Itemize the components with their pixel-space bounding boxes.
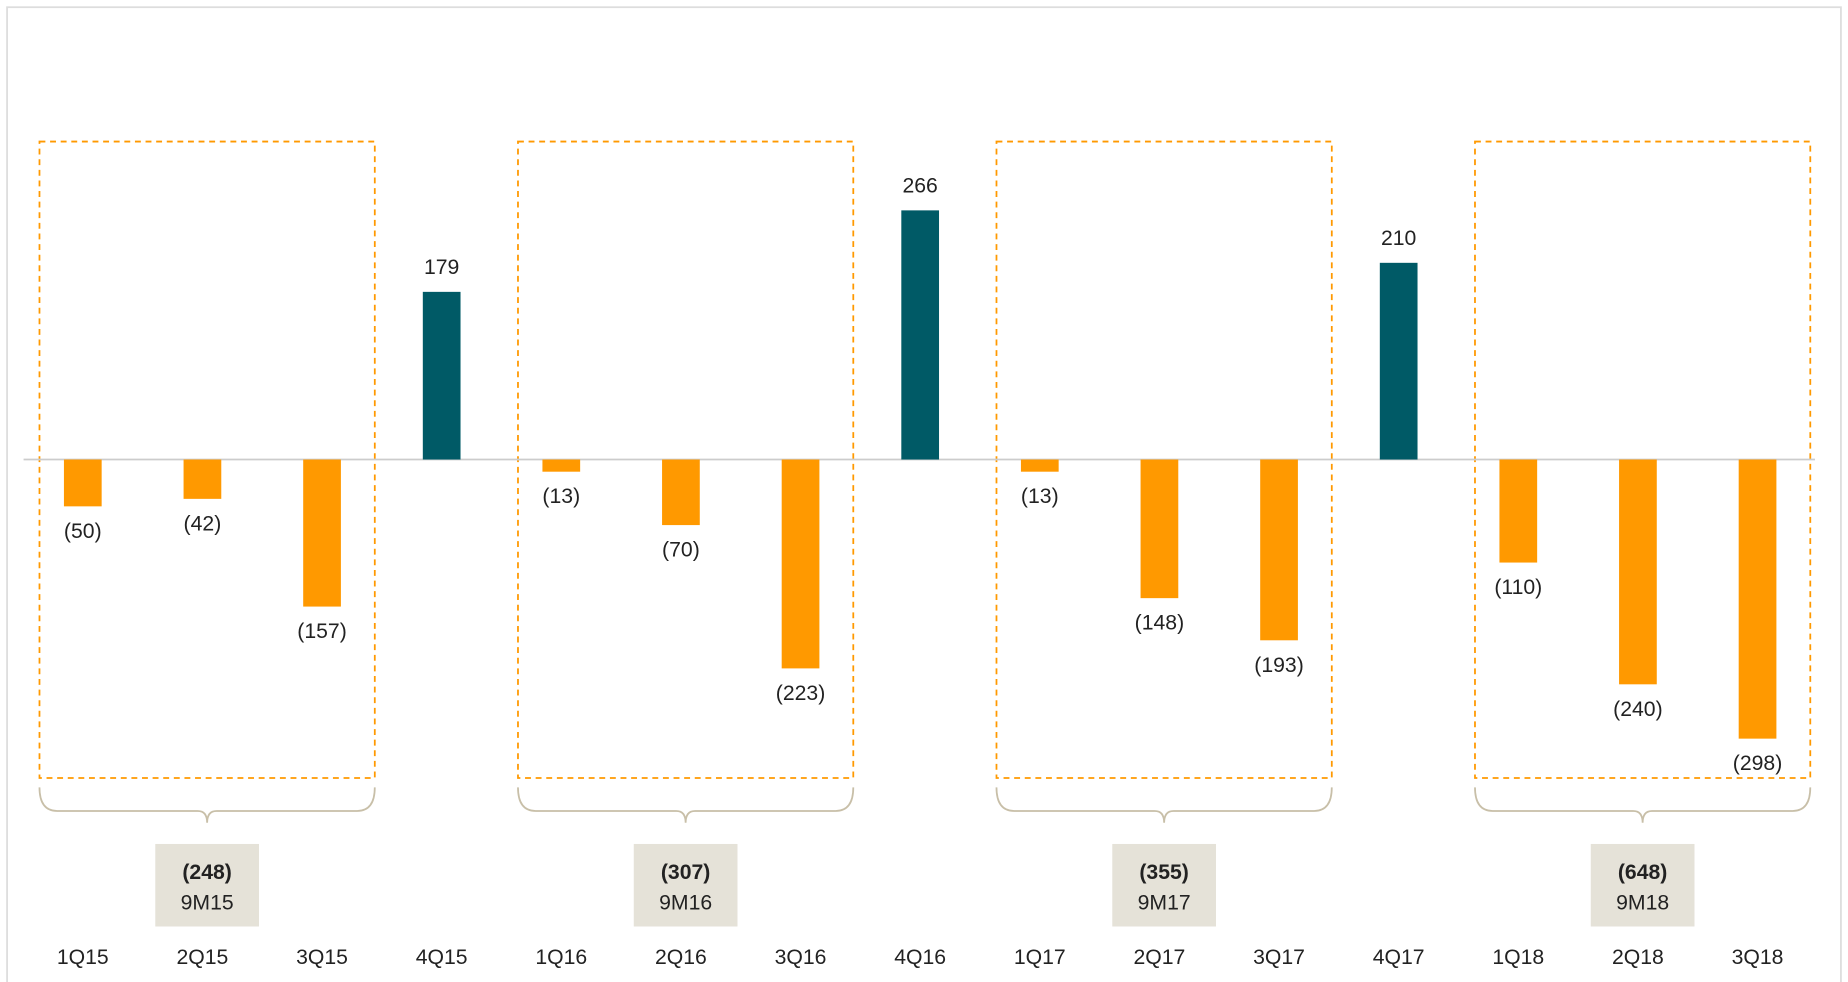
- bar: [1020, 459, 1059, 472]
- bar: [1140, 459, 1179, 599]
- bar: [1619, 459, 1657, 685]
- bar: [901, 210, 940, 460]
- x-tick-label: 4Q15: [416, 946, 468, 969]
- group-label: 9M18: [1616, 892, 1669, 915]
- x-tick-label: 4Q17: [1373, 946, 1425, 969]
- x-tick-label: 2Q16: [655, 946, 707, 969]
- x-tick-label: 4Q16: [894, 946, 946, 969]
- group-label: 9M17: [1138, 892, 1191, 915]
- bar: [63, 459, 102, 507]
- group-brace: [517, 787, 855, 823]
- group-brace: [1474, 787, 1812, 823]
- group-total: (248): [182, 861, 232, 884]
- value-label: (13): [542, 485, 580, 508]
- value-label: (13): [1021, 485, 1059, 508]
- value-label: (157): [297, 620, 347, 643]
- group-total-box: [155, 843, 259, 927]
- value-label: (148): [1135, 612, 1185, 635]
- group-brace: [38, 787, 376, 823]
- bar: [183, 459, 222, 499]
- value-label: (298): [1733, 752, 1783, 775]
- group-total-box: [1112, 843, 1216, 927]
- x-tick-label: 3Q15: [296, 946, 348, 969]
- group-total: (648): [1618, 861, 1668, 884]
- bar: [303, 459, 341, 607]
- group-total-box: [633, 843, 738, 927]
- bar: [542, 459, 581, 472]
- group-total: (307): [661, 861, 711, 884]
- bar: [1260, 459, 1298, 641]
- bar: [1499, 459, 1538, 563]
- group-brace: [995, 787, 1333, 823]
- group-total: (355): [1139, 861, 1189, 884]
- x-tick-label: 2Q17: [1133, 946, 1185, 969]
- x-tick-label: 1Q18: [1492, 946, 1544, 969]
- bar: [1379, 262, 1418, 460]
- value-label: (42): [184, 512, 222, 535]
- bar: [662, 459, 700, 526]
- group-total-box: [1590, 843, 1695, 927]
- x-tick-label: 2Q18: [1612, 946, 1664, 969]
- x-tick-label: 2Q15: [176, 946, 228, 969]
- value-label: (50): [64, 520, 102, 543]
- frame: [6, 6, 1842, 982]
- bar: [1738, 459, 1777, 739]
- value-label: (223): [776, 682, 826, 705]
- value-label: 210: [1381, 227, 1416, 250]
- value-label: (193): [1254, 654, 1304, 677]
- x-tick-label: 3Q17: [1253, 946, 1305, 969]
- x-tick-label: 3Q18: [1732, 946, 1784, 969]
- value-label: 179: [424, 256, 459, 279]
- x-tick-label: 1Q16: [535, 946, 587, 969]
- group-label: 9M15: [181, 892, 234, 915]
- value-label: 266: [902, 174, 937, 197]
- bar: [422, 291, 461, 460]
- x-tick-label: 3Q16: [775, 946, 827, 969]
- value-label: (70): [662, 539, 700, 562]
- value-label: (110): [1494, 576, 1542, 599]
- x-tick-label: 1Q15: [57, 946, 109, 969]
- bar: [781, 459, 820, 669]
- group-label: 9M16: [659, 892, 712, 915]
- x-tick-label: 1Q17: [1014, 946, 1066, 969]
- value-label: (240): [1613, 698, 1663, 721]
